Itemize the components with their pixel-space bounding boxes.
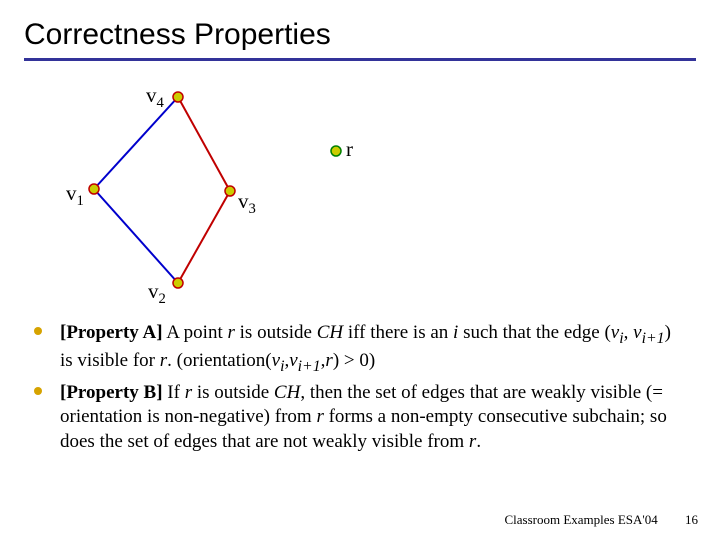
property-a-label: [Property A] bbox=[60, 322, 163, 343]
property-b: [Property B] If r is outside CH, then th… bbox=[60, 381, 678, 454]
property-a: [Property A] A point r is outside CH iff… bbox=[60, 321, 678, 377]
footer-text: Classroom Examples ESA'04 bbox=[504, 512, 657, 527]
footer: Classroom Examples ESA'04 16 bbox=[504, 512, 698, 528]
node-label-v3: v3 bbox=[238, 189, 256, 218]
diagram-area: v4 v3 v2 v1 r bbox=[0, 61, 720, 321]
bullet-icon bbox=[34, 387, 42, 395]
diagram-svg bbox=[0, 61, 720, 321]
node-label-v4: v4 bbox=[146, 83, 164, 112]
page-title: Correctness Properties bbox=[0, 0, 720, 58]
property-b-label: [Property B] bbox=[60, 382, 163, 403]
node-label-v2: v2 bbox=[148, 279, 166, 308]
node-label-r: r bbox=[346, 137, 353, 162]
node-label-v1: v1 bbox=[66, 181, 84, 210]
page-number: 16 bbox=[685, 512, 698, 528]
bullet-icon bbox=[34, 327, 42, 335]
properties-list: [Property A] A point r is outside CH iff… bbox=[0, 321, 720, 454]
